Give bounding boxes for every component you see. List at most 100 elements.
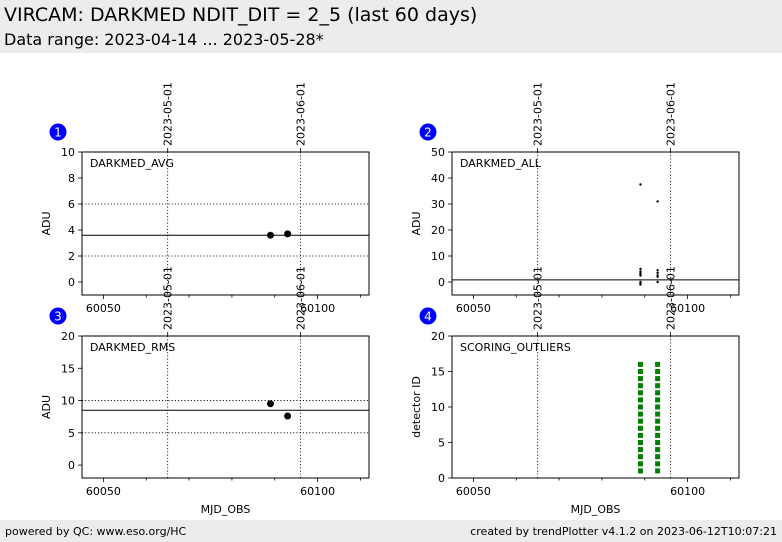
plot-frame: [81, 151, 370, 296]
panel-badge-number: 2: [424, 126, 432, 140]
y-tick-label: 5: [438, 437, 445, 450]
chart-panel-3: 3 2023-05-01 2023-06-01 0 5 10 15 20 60050 60100 D…: [40, 266, 370, 516]
outlier-marker: [655, 461, 661, 467]
x-tick-label: 60050: [456, 485, 491, 498]
panel-badge-number: 3: [54, 310, 62, 324]
y-tick-label: 20: [431, 330, 445, 343]
y-tick-label: 0: [438, 276, 445, 289]
y-tick-label: 10: [431, 401, 445, 414]
outlier-marker: [637, 376, 643, 382]
outlier-marker: [637, 418, 643, 424]
y-axis-label: ADU: [40, 211, 53, 235]
y-tick-label: 30: [431, 198, 445, 211]
x-tick-label: 60100: [300, 485, 335, 498]
y-tick-label: 40: [431, 172, 445, 185]
y-tick-label: 15: [61, 362, 75, 375]
y-tick-label: 4: [68, 224, 75, 237]
data-point: [639, 267, 642, 271]
x-axis-label: MJD_OBS: [201, 503, 251, 516]
x-tick-label: 60050: [86, 485, 121, 498]
outlier-marker: [637, 432, 643, 438]
outlier-marker: [637, 454, 643, 460]
outlier-marker: [655, 418, 661, 424]
outlier-marker: [637, 397, 643, 403]
data-point: [656, 200, 659, 203]
chart-panel-1: 1 2023-05-01 2023-06-01 0 2 4 6 8 10 60050 60100 DA…: [40, 82, 370, 315]
outlier-marker: [655, 361, 661, 367]
panel-label: SCORING_OUTLIERS: [460, 341, 571, 354]
title-band: VIRCAM: DARKMED NDIT_DIT = 2_5 (last 60 …: [0, 0, 782, 53]
data-point: [656, 275, 659, 278]
data-point: [266, 231, 274, 239]
data-point: [639, 183, 642, 186]
outlier-marker: [655, 432, 661, 438]
outlier-marker: [637, 440, 643, 445]
plot-frame: [451, 151, 740, 296]
y-tick-label: 20: [61, 330, 75, 343]
outlier-marker: [637, 369, 643, 374]
top-date-tick-label: 2023-06-01: [294, 82, 307, 146]
outlier-marker: [655, 425, 661, 431]
outlier-marker: [637, 383, 643, 389]
outlier-marker: [637, 361, 643, 367]
outlier-marker: [655, 404, 661, 410]
top-date-tick-label: 2023-06-01: [664, 266, 677, 330]
y-axis-label: ADU: [40, 395, 53, 419]
data-point: [656, 269, 659, 272]
x-tick-label: 60050: [86, 302, 121, 315]
outlier-marker: [655, 440, 661, 445]
chart-panel-2: 2 2023-05-01 2023-06-01 0 10 20 30 40 50 60050 601…: [410, 82, 740, 315]
y-tick-label: 10: [431, 250, 445, 263]
outlier-marker: [655, 454, 661, 460]
outlier-marker: [637, 411, 643, 417]
plot-frame: [81, 335, 370, 479]
y-tick-label: 10: [61, 395, 75, 408]
top-date-tick-label: 2023-05-01: [162, 266, 175, 330]
outlier-marker: [655, 369, 661, 374]
footer-credit: powered by QC: www.eso.org/HC: [5, 525, 187, 538]
x-axis-label: MJD_OBS: [571, 503, 621, 516]
y-tick-label: 8: [68, 172, 75, 185]
outlier-marker: [637, 447, 643, 453]
page-subtitle: Data range: 2023-04-14 ... 2023-05-28*: [4, 30, 324, 49]
y-axis-label: detector ID: [410, 376, 423, 438]
data-point: [639, 274, 642, 277]
outlier-marker: [655, 383, 661, 389]
y-tick-label: 0: [68, 459, 75, 472]
outlier-marker: [655, 376, 661, 382]
panel-badge: [49, 123, 67, 141]
top-date-tick-label: 2023-05-01: [532, 266, 545, 330]
x-tick-label: 60100: [670, 485, 705, 498]
outlier-marker: [655, 468, 661, 474]
page-title: VIRCAM: DARKMED NDIT_DIT = 2_5 (last 60 …: [4, 4, 478, 26]
panel-badge: [419, 123, 437, 141]
data-point: [639, 283, 642, 286]
panel-badge-number: 4: [424, 310, 432, 324]
outlier-marker: [655, 390, 661, 396]
top-date-tick-label: 2023-06-01: [664, 82, 677, 146]
data-point: [284, 412, 292, 420]
data-point: [284, 230, 292, 238]
y-tick-label: 6: [68, 198, 75, 211]
footer-created: created by trendPlotter v4.1.2 on 2023-0…: [470, 525, 777, 538]
y-tick-label: 2: [68, 250, 75, 263]
y-tick-label: 20: [431, 224, 445, 237]
chart-panel-4: 4 2023-05-01 2023-06-01 0 5 10 15 20 60050 60100 S…: [410, 266, 740, 516]
outlier-marker: [637, 468, 643, 474]
panel-badge-number: 1: [54, 126, 62, 140]
plot-frame: [451, 335, 740, 479]
outlier-marker: [655, 397, 661, 403]
y-tick-label: 5: [68, 427, 75, 440]
data-point: [656, 271, 659, 275]
top-date-tick-label: 2023-05-01: [532, 82, 545, 146]
x-tick-label: 60100: [670, 302, 705, 315]
outlier-marker: [655, 411, 661, 417]
y-tick-label: 15: [431, 366, 445, 379]
y-tick-label: 0: [438, 472, 445, 485]
y-tick-label: 50: [431, 146, 445, 159]
x-tick-label: 60100: [300, 302, 335, 315]
outlier-marker: [655, 447, 661, 453]
panel-badge: [49, 307, 67, 325]
y-tick-label: 0: [68, 276, 75, 289]
